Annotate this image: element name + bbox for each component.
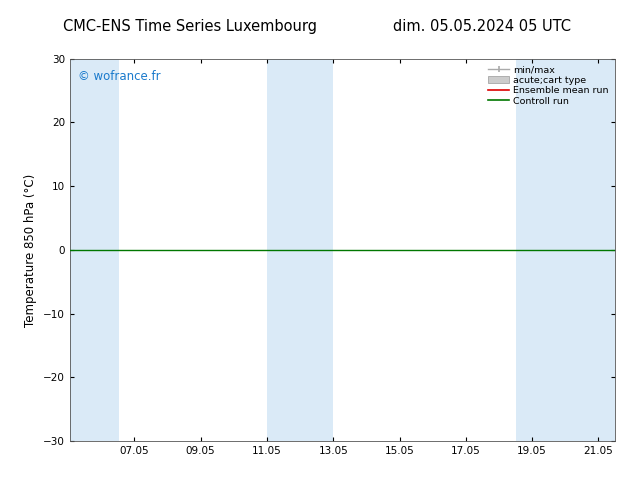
- Text: CMC-ENS Time Series Luxembourg: CMC-ENS Time Series Luxembourg: [63, 20, 317, 34]
- Text: dim. 05.05.2024 05 UTC: dim. 05.05.2024 05 UTC: [393, 20, 571, 34]
- Bar: [267, 59, 333, 441]
- Text: © wofrance.fr: © wofrance.fr: [78, 70, 160, 83]
- Y-axis label: Temperature 850 hPa (°C): Temperature 850 hPa (°C): [25, 173, 37, 326]
- Bar: [70, 59, 119, 441]
- Bar: [515, 59, 615, 441]
- Legend: min/max, acute;cart type, Ensemble mean run, Controll run: min/max, acute;cart type, Ensemble mean …: [486, 64, 611, 107]
